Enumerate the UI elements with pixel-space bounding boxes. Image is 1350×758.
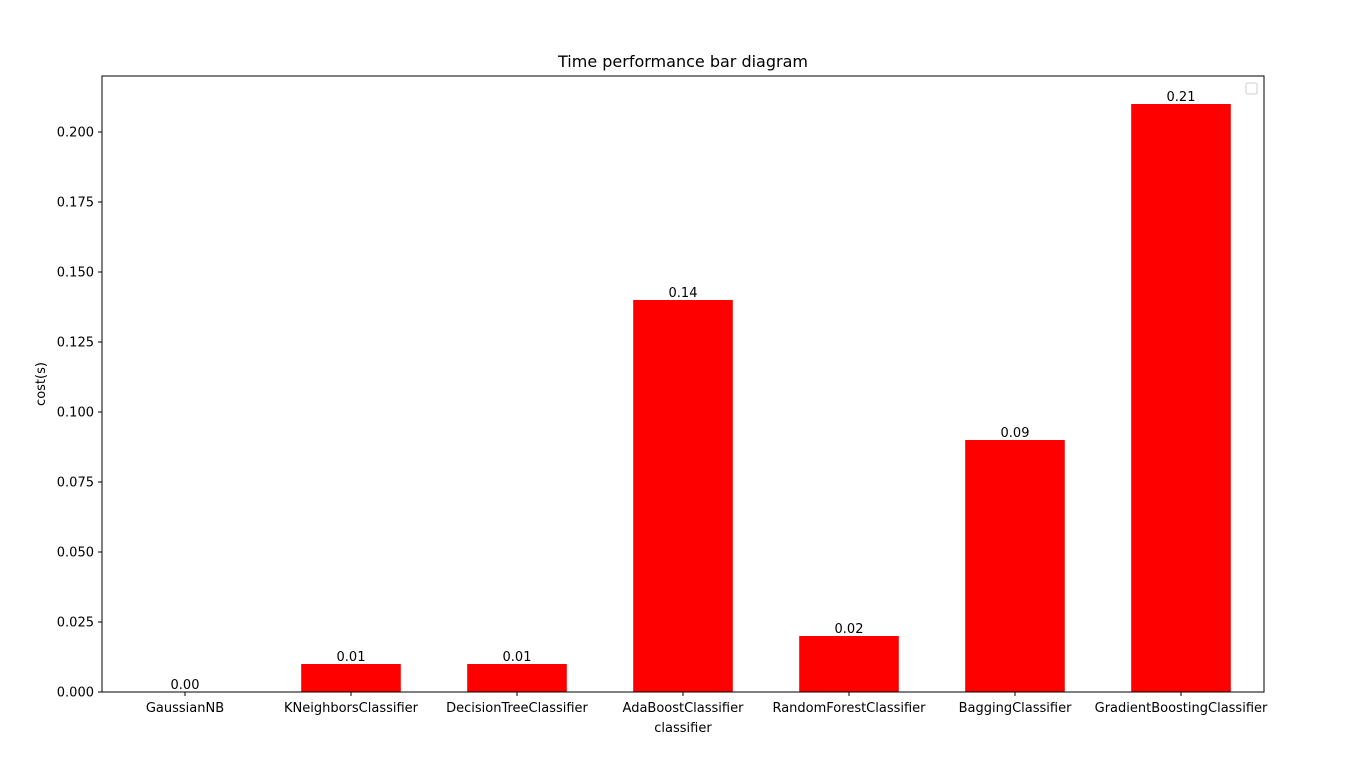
- bars-group: [301, 104, 1231, 692]
- x-tick-label-0: GaussianNB: [146, 701, 224, 716]
- y-tick-label-4: 0.100: [57, 406, 94, 421]
- value-label-4: 0.02: [835, 622, 864, 637]
- x-tick-label-3: AdaBoostClassifier: [623, 701, 745, 716]
- value-label-6: 0.21: [1167, 90, 1196, 105]
- bar-3: [633, 300, 733, 692]
- chart-title: Time performance bar diagram: [557, 52, 808, 71]
- value-label-0: 0.00: [171, 678, 200, 693]
- y-tick-label-3: 0.075: [57, 476, 94, 491]
- x-tick-label-5: BaggingClassifier: [959, 701, 1072, 716]
- y-axis-label: cost(s): [34, 362, 49, 406]
- value-labels-group: 0.00 0.01 0.01 0.14 0.02 0.09 0.21: [171, 90, 1196, 693]
- plot-frame: [101, 75, 1265, 693]
- bar-4: [799, 636, 899, 692]
- x-tick-label-2: DecisionTreeClassifier: [446, 701, 588, 716]
- y-axis: 0.000 0.025 0.050 0.075 0.100 0.125 0.150 0.175…: [57, 126, 102, 701]
- value-label-5: 0.09: [1001, 426, 1030, 441]
- bar-2: [467, 664, 567, 692]
- legend-box: [1245, 82, 1258, 95]
- y-tick-label-5: 0.125: [57, 336, 94, 351]
- bar-5: [965, 440, 1065, 692]
- x-axis-label: classifier: [654, 721, 712, 736]
- y-tick-label-7: 0.175: [57, 196, 94, 211]
- bar-1: [301, 664, 401, 692]
- y-tick-label-0: 0.000: [57, 686, 94, 701]
- value-label-2: 0.01: [503, 650, 532, 665]
- x-tick-label-4: RandomForestClassifier: [772, 701, 926, 716]
- y-tick-label-8: 0.200: [57, 126, 94, 141]
- x-tick-label-6: GradientBoostingClassifier: [1095, 701, 1268, 716]
- value-label-1: 0.01: [337, 650, 366, 665]
- y-tick-label-6: 0.150: [57, 266, 94, 281]
- x-tick-label-1: KNeighborsClassifier: [284, 701, 419, 716]
- value-label-3: 0.14: [669, 286, 698, 301]
- y-tick-label-2: 0.050: [57, 546, 94, 561]
- x-axis: GaussianNB KNeighborsClassifier DecisionTr…: [146, 692, 1268, 716]
- bar-6: [1131, 104, 1231, 692]
- y-tick-label-1: 0.025: [57, 616, 94, 631]
